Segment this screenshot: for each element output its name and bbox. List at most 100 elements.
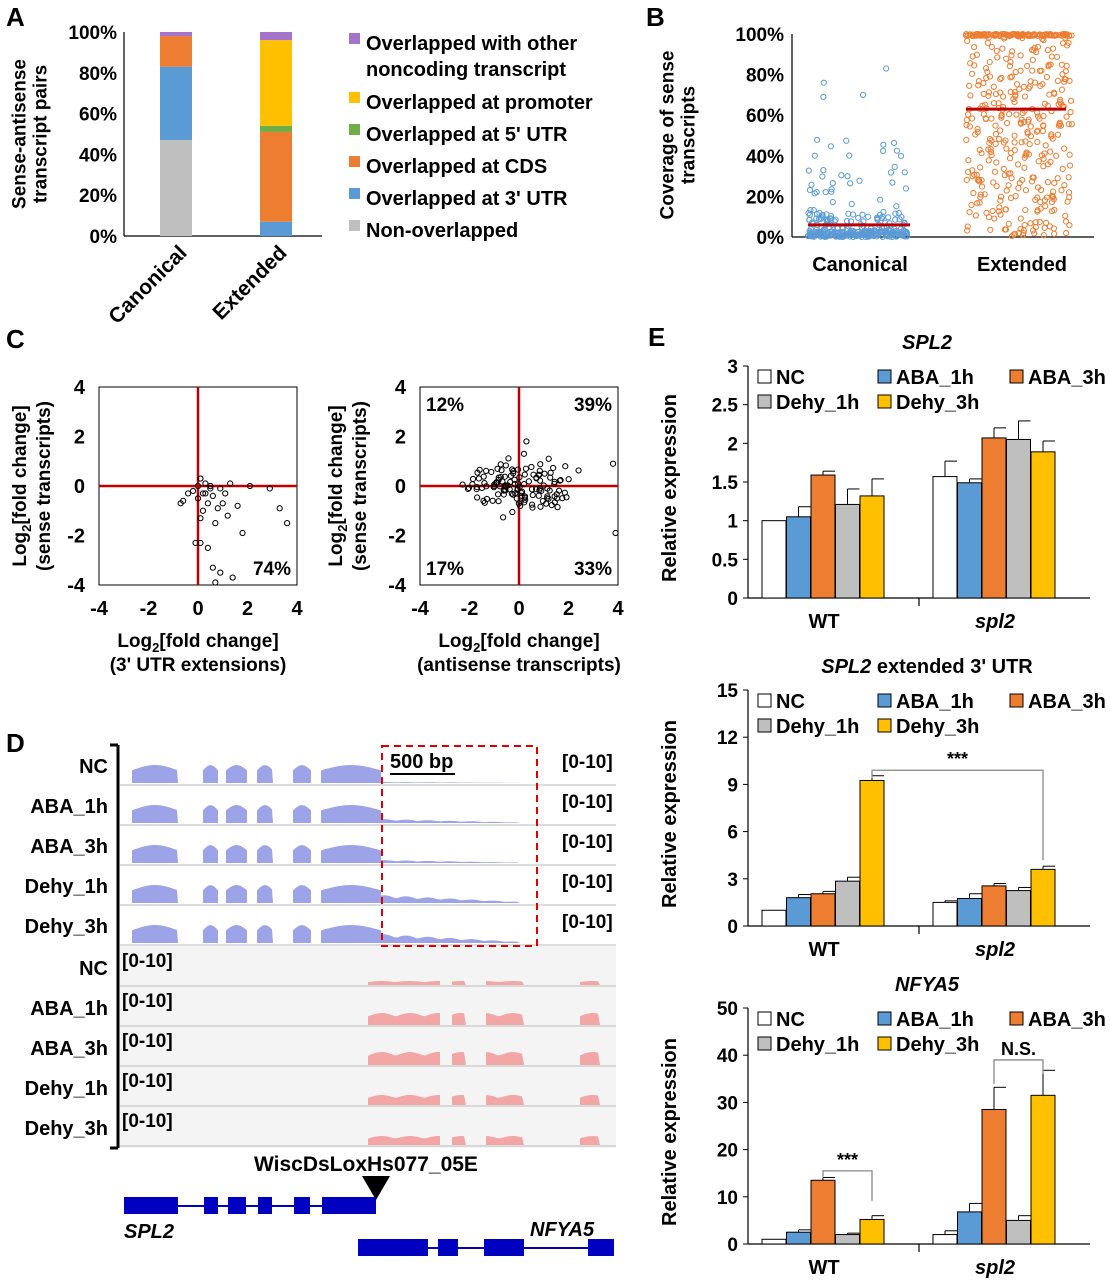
data-point-extended: [1026, 83, 1033, 90]
data-point-canonical: [882, 228, 889, 235]
data-point-extended: [1021, 221, 1028, 229]
legend-label: NC: [776, 691, 805, 713]
bar: [859, 495, 885, 599]
insertion-label: WiscDsLoxHs077_05E: [254, 1153, 478, 1176]
data-point-canonical: [825, 229, 832, 237]
data-point-canonical: [815, 216, 822, 223]
data-point-canonical: [805, 167, 812, 174]
data-point-extended: [1017, 215, 1024, 222]
nfya5-exon: [438, 1239, 458, 1256]
legend-label: Overlapped at 3' UTR: [366, 188, 568, 210]
x-axis-title: Log2[fold change]: [117, 631, 278, 655]
antisense-coverage-peak: [580, 1013, 600, 1025]
data-point-extended: [1044, 179, 1052, 186]
legend-label: Overlapped at CDS: [366, 156, 547, 178]
data-point: [509, 508, 516, 516]
data-point-canonical: [869, 232, 876, 239]
track-range-label: [0-10]: [122, 1071, 173, 1092]
sense-track-label: ABA_3h: [30, 836, 108, 858]
legend-label: ABA_3h: [1028, 367, 1106, 389]
coverage-peak: [321, 845, 381, 863]
y-tick-label: -4: [67, 575, 86, 597]
spl2-exon: [124, 1197, 178, 1214]
panel-d-genome-browser: NC [0-10] NC [0-10] ABA_1h [0-10] ABA_1h [0-10]…: [25, 743, 616, 1256]
data-point-extended: [963, 136, 970, 143]
data-point-extended: [976, 146, 983, 153]
y-axis-title: Relative expression: [659, 1038, 681, 1226]
data-point-extended: [1025, 151, 1033, 158]
data-point-canonical: [856, 177, 863, 184]
bar-segment: [260, 221, 292, 236]
data-point-canonical: [820, 167, 827, 174]
data-point-extended: [997, 31, 1004, 38]
data-point: [551, 480, 558, 487]
data-point: [234, 502, 241, 509]
data-point-extended: [971, 62, 978, 69]
data-point: [480, 473, 487, 480]
sense-track-label: NC: [79, 756, 108, 778]
y-tick-label: 20%: [79, 186, 117, 207]
data-point: [495, 498, 502, 505]
legend-label: Non-overlapped: [366, 220, 518, 242]
data-point-canonical: [826, 215, 833, 223]
data-point-extended: [1057, 96, 1064, 103]
data-point-extended: [1068, 121, 1075, 128]
coverage-peak: [203, 805, 218, 823]
coverage-peak: [293, 765, 311, 783]
significance-label: ***: [947, 749, 968, 769]
data-point-canonical: [892, 210, 899, 217]
bar-segment: [160, 32, 192, 37]
antisense-coverage-peak: [368, 1136, 440, 1145]
coverage-peak: [257, 885, 273, 903]
coverage-extension: [381, 934, 520, 943]
y-axis-title: Relative expression: [659, 394, 681, 582]
data-point: [209, 564, 216, 571]
data-point: [207, 485, 214, 492]
y-tick-label: -2: [67, 526, 85, 548]
data-point-extended: [968, 201, 975, 209]
data-point-extended: [1015, 33, 1022, 40]
data-point-extended: [1034, 127, 1041, 134]
data-point: [483, 467, 490, 475]
data-point-extended: [1005, 170, 1012, 177]
data-point-canonical: [846, 152, 853, 159]
data-point-extended: [964, 37, 971, 45]
data-point-extended: [1008, 175, 1015, 182]
coverage-peak: [203, 925, 218, 943]
y-tick-label: 60%: [746, 106, 784, 127]
coverage-peak: [257, 765, 273, 783]
data-point-extended: [966, 209, 973, 216]
data-point-extended: [1036, 218, 1043, 226]
data-point: [529, 504, 536, 511]
y-tick-label: 0%: [757, 228, 785, 249]
data-point: [575, 467, 582, 474]
coverage-peak: [203, 885, 218, 903]
data-point-extended: [986, 73, 994, 80]
data-point-extended: [1038, 67, 1045, 74]
data-point-extended: [997, 197, 1004, 204]
data-point: [246, 482, 254, 490]
data-point: [217, 485, 224, 492]
gene-label-spl2: SPL2: [124, 1221, 174, 1243]
bar: [981, 885, 1007, 927]
data-point: [522, 465, 530, 472]
data-point: [197, 515, 204, 522]
bar-segment: [260, 131, 292, 222]
legend-label: Dehy_1h: [776, 716, 859, 738]
data-point-extended: [1029, 67, 1036, 74]
y-tick-label: 3: [727, 357, 738, 378]
panel-letter-c: C: [6, 324, 25, 354]
data-point-extended: [1008, 232, 1016, 240]
legend-swatch: [1009, 369, 1024, 384]
data-point: [518, 489, 525, 496]
data-point-extended: [1005, 220, 1012, 227]
data-point-extended: [1018, 116, 1025, 123]
data-point-extended: [1054, 77, 1061, 84]
data-point-canonical: [829, 179, 836, 187]
data-point-extended: [982, 115, 989, 122]
data-point-canonical: [819, 173, 826, 180]
data-point: [199, 507, 207, 514]
data-point-extended: [998, 74, 1005, 81]
x-tick-label: -4: [411, 598, 430, 620]
